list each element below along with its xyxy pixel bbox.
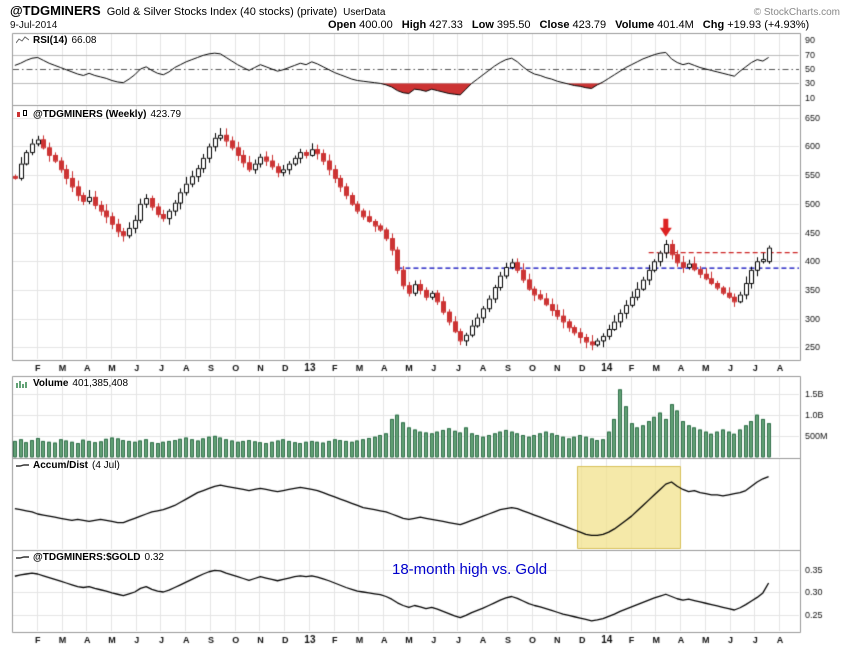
line-indicator-icon	[16, 36, 29, 44]
quote-low: Low 395.50	[471, 19, 531, 31]
quote-change: Chg +19.93 (+4.93%)	[702, 19, 810, 31]
volume-panel-label: Volume 401,385,408	[16, 378, 128, 389]
symbol: @TDGMINERS	[10, 3, 101, 18]
rsi-value: 66.08	[71, 35, 97, 46]
quote-row: Open 400.00 High 427.33 Low 395.50 Close 423…	[328, 19, 809, 31]
sub-row: 9-Jul-2014 Open 400.00 High 427.33 Low 395.…	[0, 18, 850, 34]
volume-label: Volume	[33, 378, 69, 389]
chart-header: @TDGMINERS Gold & Silver Stocks Index (4…	[0, 0, 850, 34]
chart-date: 9-Jul-2014	[10, 20, 58, 31]
quote-open: Open 400.00	[328, 19, 393, 31]
quote-volume: Volume 401.4M	[615, 19, 694, 31]
ratio-value: 0.32	[144, 552, 164, 563]
rsi-label: RSI(14)	[33, 35, 68, 46]
accum-dist-panel-label: Accum/Dist (4 Jul)	[16, 460, 120, 471]
ratio-annotation: 18-month high vs. Gold	[392, 561, 548, 578]
histogram-icon	[16, 381, 27, 388]
accum-dist-label: Accum/Dist	[33, 460, 89, 471]
title-row: @TDGMINERS Gold & Silver Stocks Index (4…	[0, 0, 850, 18]
ratio-label: @TDGMINERS:$GOLD	[33, 552, 141, 563]
chart-description: Gold & Silver Stocks Index (40 stocks) (…	[106, 6, 338, 18]
ratio-panel-label: @TDGMINERS:$GOLD 0.32	[16, 552, 164, 563]
quote-close: Close 423.79	[539, 19, 607, 31]
volume-value: 401,385,408	[72, 378, 129, 389]
quote-high: High 427.33	[401, 19, 463, 31]
candlestick-icon	[17, 110, 27, 117]
price-value: 423.79	[150, 109, 182, 120]
price-panel-label: @TDGMINERS (Weekly) 423.79	[16, 109, 181, 120]
accum-dist-value: (4 Jul)	[92, 460, 120, 471]
price-label: @TDGMINERS (Weekly)	[33, 109, 147, 120]
line-indicator-icon	[16, 464, 29, 467]
copyright: © StockCharts.com	[753, 7, 840, 18]
data-source: UserData	[343, 7, 386, 18]
line-indicator-icon	[16, 556, 29, 559]
rsi-panel-label: RSI(14) 66.08	[16, 35, 96, 46]
